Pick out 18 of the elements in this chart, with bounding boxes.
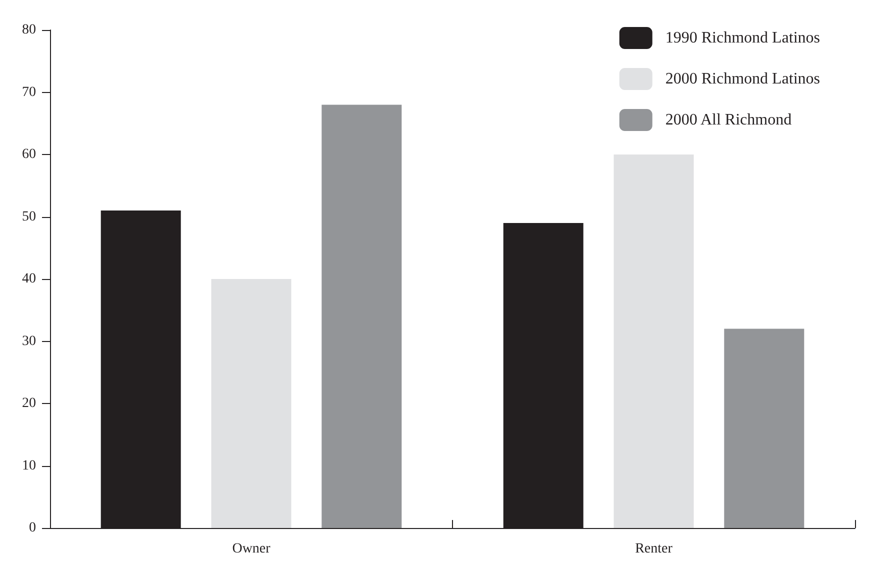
y-tick-label: 80 xyxy=(22,22,36,38)
y-tick-label: 10 xyxy=(22,458,36,474)
bar xyxy=(724,328,804,528)
y-tick-label: 20 xyxy=(22,396,36,411)
bar xyxy=(211,279,292,528)
y-tick-label: 40 xyxy=(22,272,36,286)
legend-label: 2000 All Richmond xyxy=(665,112,792,128)
y-tick-label: 60 xyxy=(22,147,36,162)
legend-label: 1990 Richmond Latinos xyxy=(665,30,820,46)
y-tick-label: 70 xyxy=(22,84,36,100)
bar xyxy=(614,154,694,528)
bar xyxy=(322,104,402,528)
legend-label: 2000 Richmond Latinos xyxy=(665,70,820,88)
x-tick-label: Owner xyxy=(232,542,271,556)
y-tick-label: 50 xyxy=(22,209,36,224)
y-tick-label: 0 xyxy=(29,520,36,536)
x-tick-label: Renter xyxy=(635,542,673,556)
y-tick-label: 30 xyxy=(22,334,36,349)
